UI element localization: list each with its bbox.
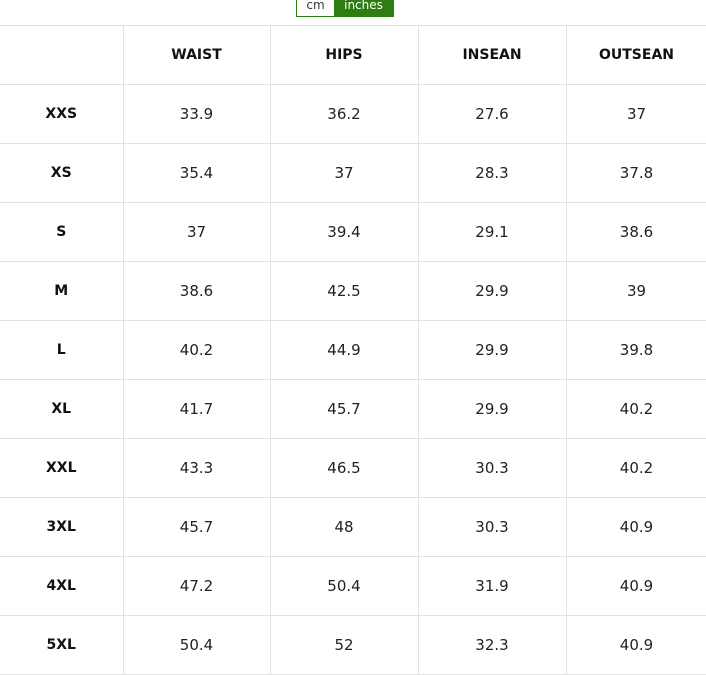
unit-cm-button[interactable]: cm [297,0,334,16]
size-label: XXS [0,84,124,144]
table-row: 4XL 47.2 50.4 31.9 40.9 [0,556,706,616]
measurement-cell: 37 [565,84,706,144]
measurement-cell: 48 [269,497,419,557]
measurement-cell: 44.9 [269,320,419,380]
measurement-cell: 27.6 [417,84,567,144]
column-header: INSEAN [417,25,567,85]
size-label: XS [0,143,124,203]
size-label: 3XL [0,497,124,557]
measurement-cell: 45.7 [269,379,419,439]
measurement-cell: 37 [269,143,419,203]
measurement-cell: 29.9 [417,320,567,380]
measurement-cell: 39 [565,261,706,321]
measurement-cell: 31.9 [417,556,567,616]
size-chart-table: WAIST HIPS INSEAN OUTSEAN XXS 33.9 36.2 27.6 37… [0,25,706,675]
measurement-cell: 29.9 [417,379,567,439]
measurement-cell: 42.5 [269,261,419,321]
measurement-cell: 38.6 [122,261,271,321]
measurement-cell: 40.2 [122,320,271,380]
size-label: S [0,202,124,262]
table-row: M 38.6 42.5 29.9 39 [0,261,706,321]
size-label: 4XL [0,556,124,616]
size-label: 5XL [0,615,124,675]
measurement-cell: 41.7 [122,379,271,439]
measurement-cell: 50.4 [122,615,271,675]
table-row: 5XL 50.4 52 32.3 40.9 [0,615,706,675]
table-row: XS 35.4 37 28.3 37.8 [0,143,706,203]
column-header: OUTSEAN [565,25,706,85]
measurement-cell: 37 [122,202,271,262]
measurement-cell: 35.4 [122,143,271,203]
table-row: 3XL 45.7 48 30.3 40.9 [0,497,706,557]
size-label: XL [0,379,124,439]
measurement-cell: 40.9 [565,497,706,557]
table-row: XL 41.7 45.7 29.9 40.2 [0,379,706,439]
measurement-cell: 28.3 [417,143,567,203]
table-row: XXL 43.3 46.5 30.3 40.2 [0,438,706,498]
header-row: WAIST HIPS INSEAN OUTSEAN [0,25,706,85]
measurement-cell: 32.3 [417,615,567,675]
measurement-cell: 30.3 [417,497,567,557]
measurement-cell: 46.5 [269,438,419,498]
unit-toggle: cm inches [296,0,394,17]
measurement-cell: 39.4 [269,202,419,262]
measurement-cell: 39.8 [565,320,706,380]
column-header: WAIST [122,25,271,85]
size-label: M [0,261,124,321]
measurement-cell: 37.8 [565,143,706,203]
measurement-cell: 33.9 [122,84,271,144]
size-label: L [0,320,124,380]
column-header [0,25,124,85]
measurement-cell: 40.9 [565,556,706,616]
column-header: HIPS [269,25,419,85]
measurement-cell: 45.7 [122,497,271,557]
table-row: L 40.2 44.9 29.9 39.8 [0,320,706,380]
measurement-cell: 30.3 [417,438,567,498]
measurement-cell: 29.1 [417,202,567,262]
measurement-cell: 40.9 [565,615,706,675]
measurement-cell: 36.2 [269,84,419,144]
measurement-cell: 40.2 [565,438,706,498]
measurement-cell: 40.2 [565,379,706,439]
measurement-cell: 38.6 [565,202,706,262]
measurement-cell: 52 [269,615,419,675]
table-row: S 37 39.4 29.1 38.6 [0,202,706,262]
measurement-cell: 47.2 [122,556,271,616]
measurement-cell: 29.9 [417,261,567,321]
measurement-cell: 43.3 [122,438,271,498]
size-label: XXL [0,438,124,498]
table-row: XXS 33.9 36.2 27.6 37 [0,84,706,144]
unit-inches-button[interactable]: inches [334,0,393,16]
measurement-cell: 50.4 [269,556,419,616]
